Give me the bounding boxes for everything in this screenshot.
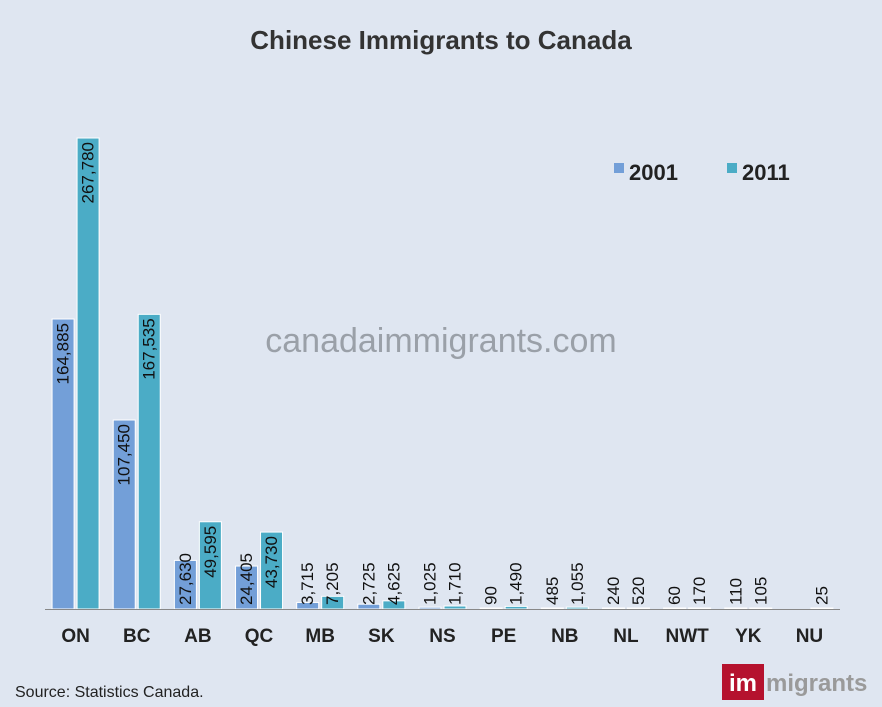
x-tick-label-on: ON	[61, 626, 90, 647]
data-label-2011-ab: 49,595	[201, 526, 220, 578]
logo-box	[722, 664, 764, 700]
data-label-2011-pe: 1,490	[507, 562, 526, 605]
tick-labels-layer: ON BC AB QC MB SK NS PE NB NL NWT YK NU	[61, 626, 823, 647]
x-tick-label-nu: NU	[796, 626, 823, 647]
data-label-2001-nb: 485	[543, 577, 562, 605]
source-note: Source: Statistics Canada.	[15, 684, 204, 701]
bar-2011-nu	[810, 607, 834, 610]
bar-2011-nl	[626, 607, 650, 610]
legend-swatch-2001	[614, 163, 624, 173]
logo-text-migrants: migrants	[766, 670, 867, 697]
bar-2011-ns	[443, 605, 467, 610]
data-label-2011-nl: 520	[629, 577, 648, 605]
bar-2001-pe	[479, 607, 503, 610]
x-tick-label-bc: BC	[123, 626, 151, 647]
data-label-2001-ns: 1,025	[421, 562, 440, 605]
bar-2001-nwt	[663, 607, 687, 610]
bar-2011-nb	[565, 606, 589, 610]
x-tick-label-qc: QC	[245, 626, 274, 647]
data-label-2011-nu: 25	[812, 586, 831, 605]
bars-layer	[51, 137, 834, 610]
data-label-2001-qc: 24,405	[237, 553, 256, 605]
data-labels-layer: 164,885 267,780 107,450 167,535 27,630 49,595…	[54, 142, 832, 605]
data-label-2011-ns: 1,710	[446, 562, 465, 605]
data-label-2011-nwt: 170	[690, 577, 709, 605]
data-label-2011-nb: 1,055	[568, 562, 587, 605]
data-label-2001-pe: 90	[482, 586, 501, 605]
data-label-2011-mb: 7,205	[323, 562, 342, 605]
x-tick-label-nwt: NWT	[665, 626, 709, 647]
bar-2001-nl	[601, 607, 625, 610]
legend: 2001 2011	[614, 160, 790, 185]
logo-text-im: im	[729, 670, 757, 697]
bar-2011-yk	[749, 607, 773, 610]
watermark-text: canadaimmigrants.com	[265, 322, 616, 360]
data-label-2011-sk: 4,625	[384, 562, 403, 605]
x-tick-label-nl: NL	[613, 626, 639, 647]
data-label-2011-qc: 43,730	[262, 536, 281, 588]
data-label-2001-mb: 3,715	[298, 562, 317, 605]
data-label-2011-bc: 167,535	[140, 318, 159, 379]
x-tick-label-mb: MB	[305, 626, 335, 647]
data-label-2001-nwt: 60	[665, 586, 684, 605]
x-tick-label-pe: PE	[491, 626, 516, 647]
immigrants-logo: im migrants	[722, 664, 867, 700]
bar-2011-nwt	[688, 607, 712, 610]
legend-label-2001: 2001	[629, 160, 678, 185]
data-label-2001-on: 164,885	[54, 323, 73, 384]
bar-2011-pe	[504, 605, 528, 610]
data-label-2011-yk: 105	[751, 577, 770, 605]
x-tick-label-nb: NB	[551, 626, 578, 647]
legend-label-2011: 2011	[742, 160, 790, 185]
data-label-2001-yk: 110	[726, 578, 745, 605]
data-label-2001-sk: 2,725	[359, 562, 378, 605]
data-label-2001-bc: 107,450	[115, 424, 134, 485]
x-tick-label-ns: NS	[429, 626, 455, 647]
bar-2011-on	[76, 137, 100, 610]
x-tick-label-yk: YK	[735, 626, 762, 647]
data-label-2011-on: 267,780	[79, 142, 98, 203]
bar-2001-ns	[418, 606, 442, 610]
legend-swatch-2011	[727, 163, 737, 173]
chart-title: Chinese Immigrants to Canada	[250, 25, 632, 55]
x-tick-label-ab: AB	[184, 626, 211, 647]
bar-2001-yk	[724, 607, 748, 610]
data-label-2001-nl: 240	[604, 577, 623, 605]
x-tick-label-sk: SK	[368, 626, 395, 647]
bar-2001-nb	[540, 607, 564, 610]
data-label-2001-ab: 27,630	[176, 553, 195, 605]
